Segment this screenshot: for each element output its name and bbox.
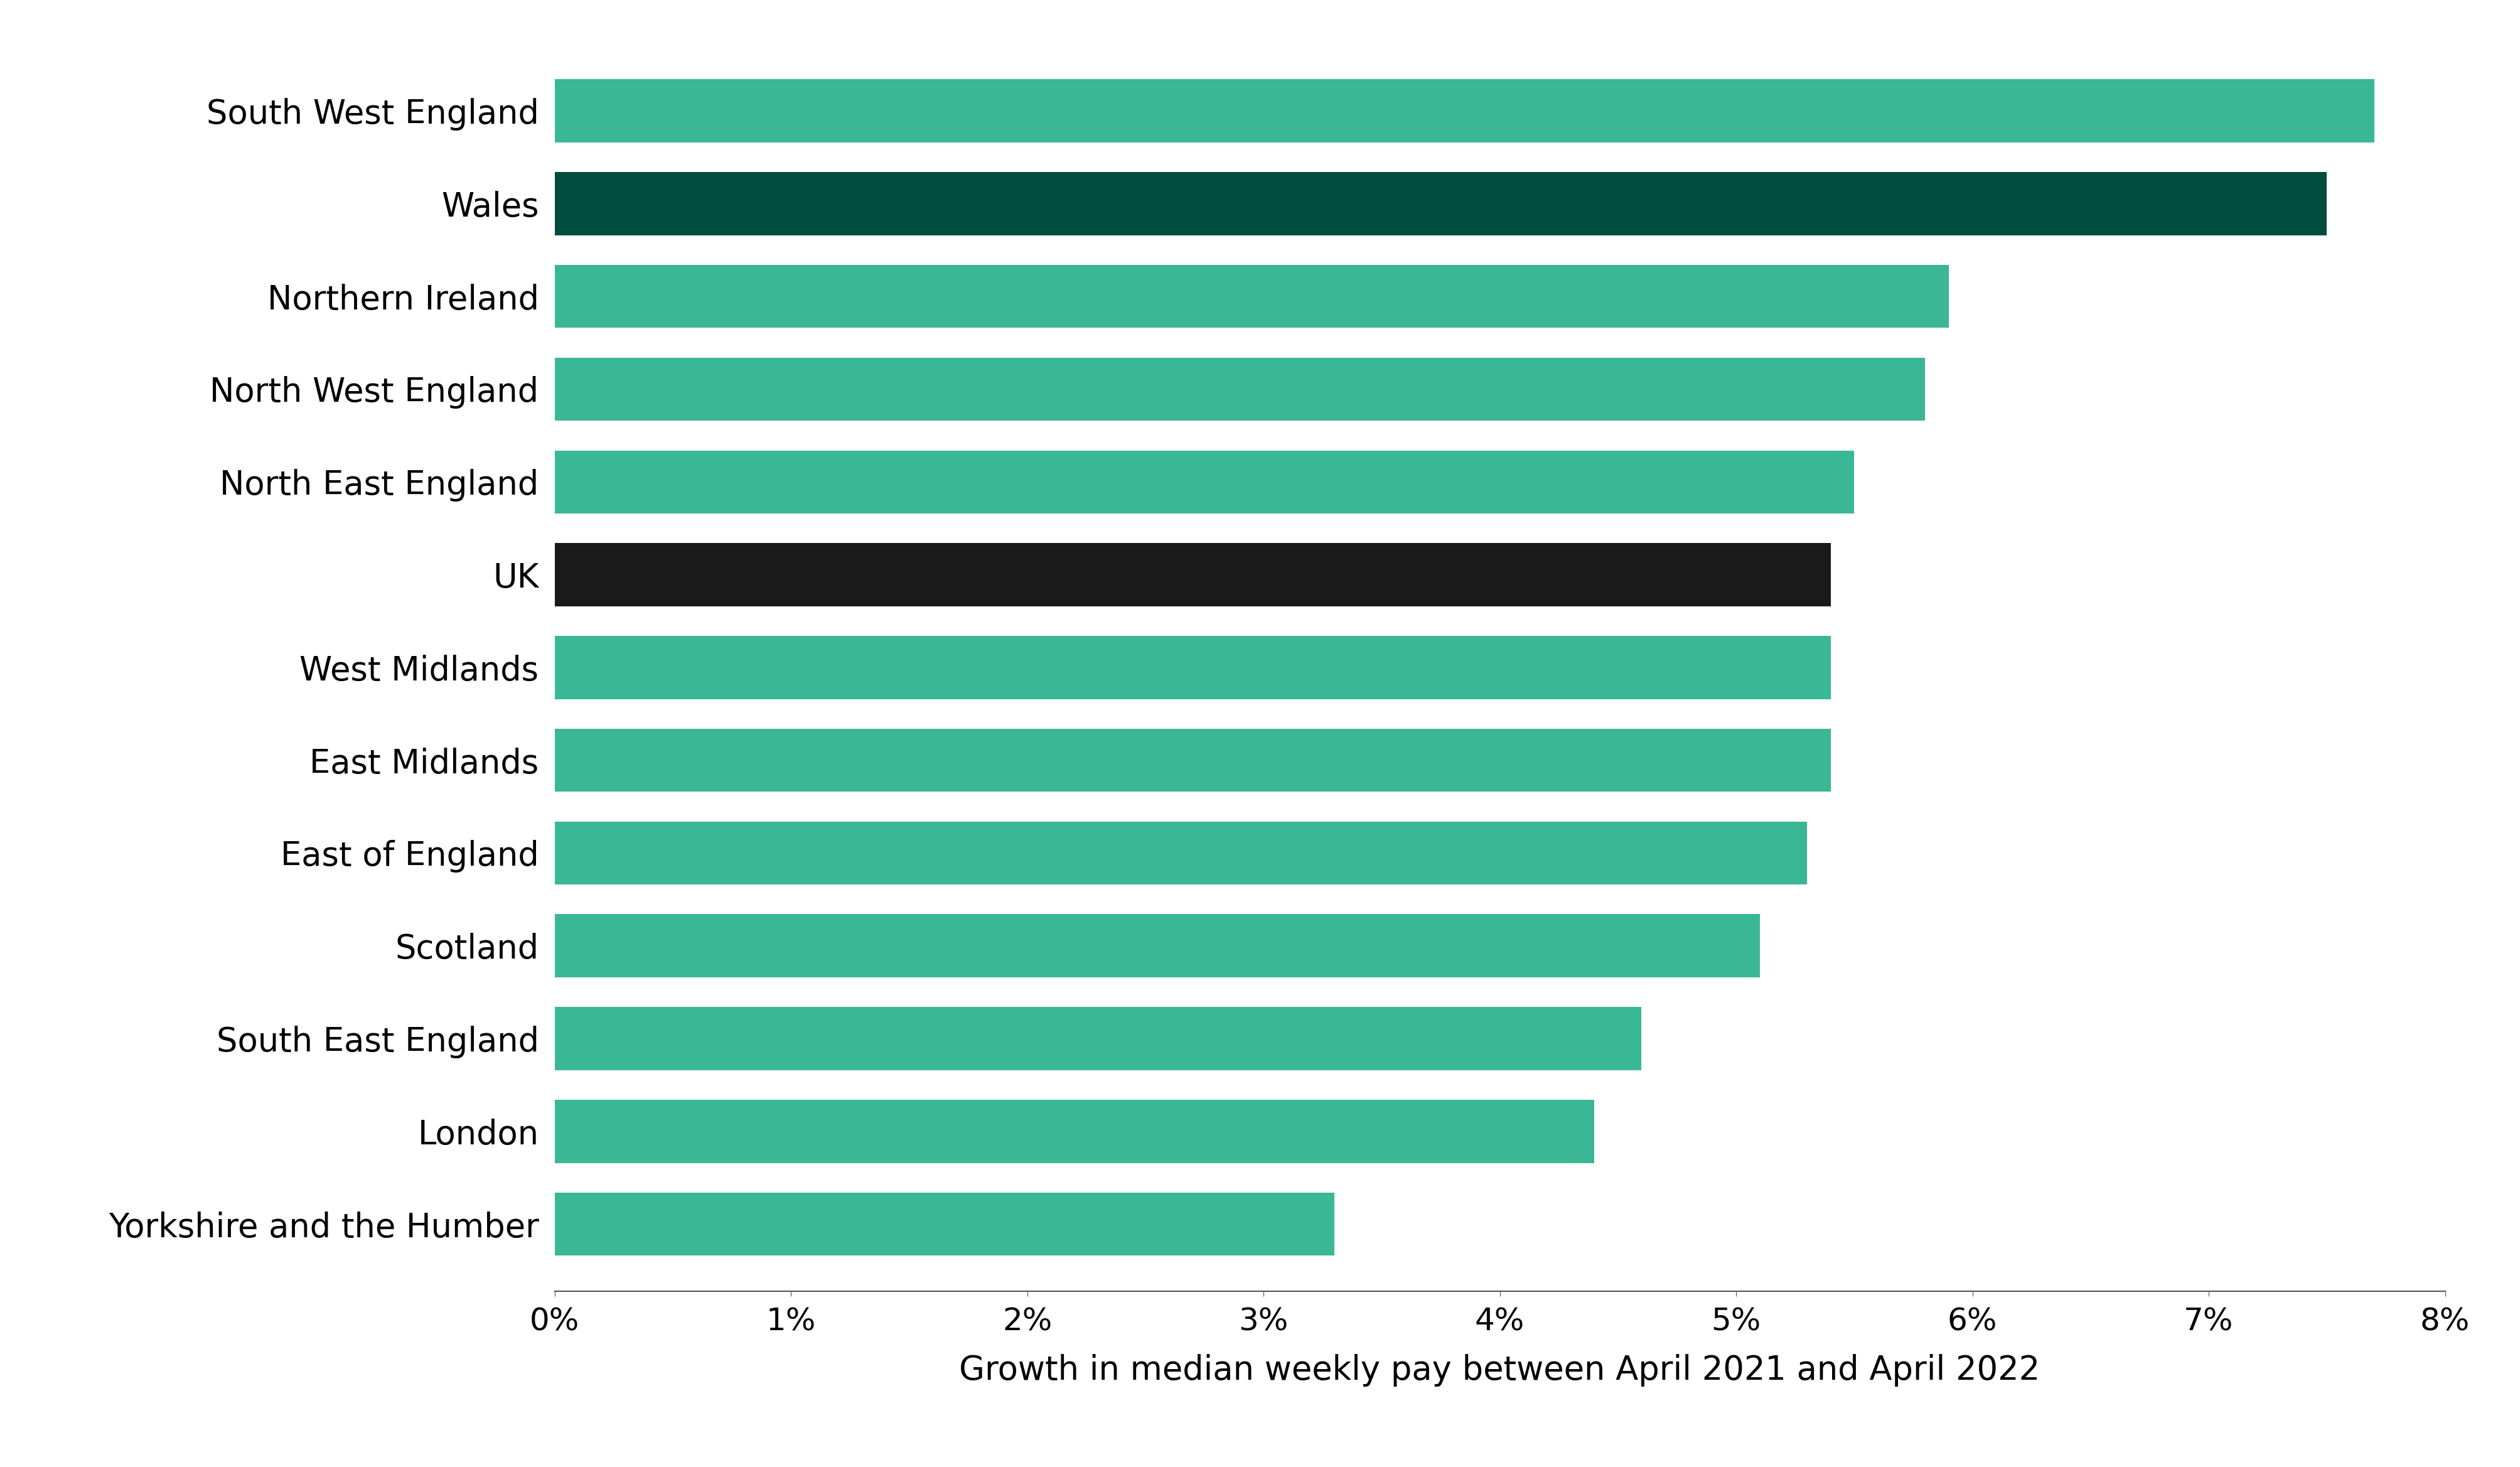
Bar: [554, 358, 1925, 421]
Bar: [554, 1100, 1593, 1163]
Bar: [554, 266, 1948, 329]
Bar: [554, 914, 1759, 977]
Bar: [554, 1193, 1333, 1256]
Bar: [554, 543, 1830, 606]
Bar: [554, 450, 1855, 513]
Bar: [554, 635, 1830, 700]
Bar: [554, 1006, 1641, 1069]
Bar: [554, 172, 2326, 235]
X-axis label: Growth in median weekly pay between April 2021 and April 2022: Growth in median weekly pay between Apri…: [960, 1354, 2039, 1386]
Bar: [554, 79, 2374, 142]
Bar: [554, 822, 1807, 885]
Bar: [554, 729, 1830, 792]
